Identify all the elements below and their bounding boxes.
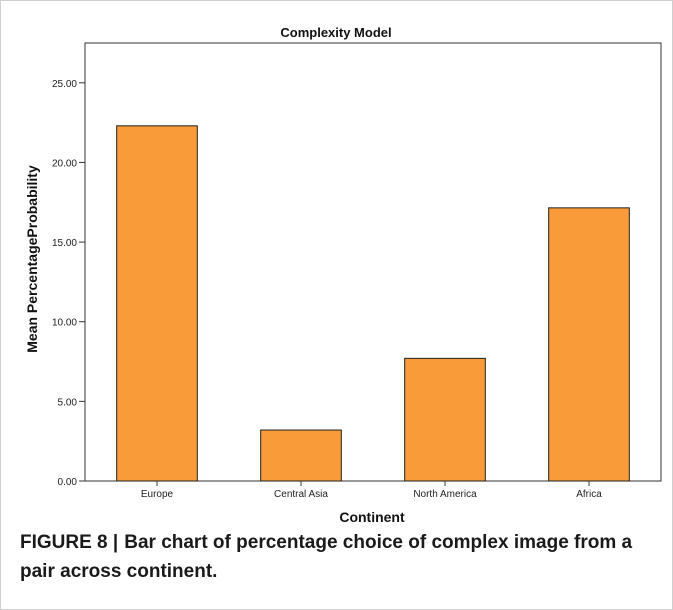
bar-chart: 0.00 5.00 10.00 15.00 20.00 25.00 Europe Centra…	[24, 25, 662, 525]
bar	[404, 357, 486, 482]
x-axis-title: Continent	[339, 509, 405, 525]
bar	[548, 207, 630, 482]
x-tick-label: Europe	[141, 489, 174, 500]
figure-label: FIGURE 8 |	[20, 532, 119, 553]
y-tick-label: 15.00	[52, 238, 77, 249]
x-tick-label: Africa	[576, 489, 602, 500]
x-tick-label: Central Asia	[274, 489, 328, 500]
chart-title: Complexity Model	[280, 25, 391, 40]
bar	[116, 125, 198, 482]
caption-text: Bar chart of percentage choice of comple…	[20, 532, 633, 582]
bar	[260, 429, 342, 482]
y-tick-label: 5.00	[58, 397, 78, 408]
y-tick-label: 25.00	[52, 79, 77, 90]
y-tick-label: 10.00	[52, 318, 77, 329]
y-axis-title: Mean PercentageProbability	[24, 165, 40, 353]
figure-caption: FIGURE 8 | Bar chart of percentage choice…	[20, 528, 650, 586]
x-tick-label: North America	[413, 489, 477, 500]
y-tick-label: 0.00	[58, 477, 78, 488]
y-tick-label: 20.00	[52, 158, 77, 169]
